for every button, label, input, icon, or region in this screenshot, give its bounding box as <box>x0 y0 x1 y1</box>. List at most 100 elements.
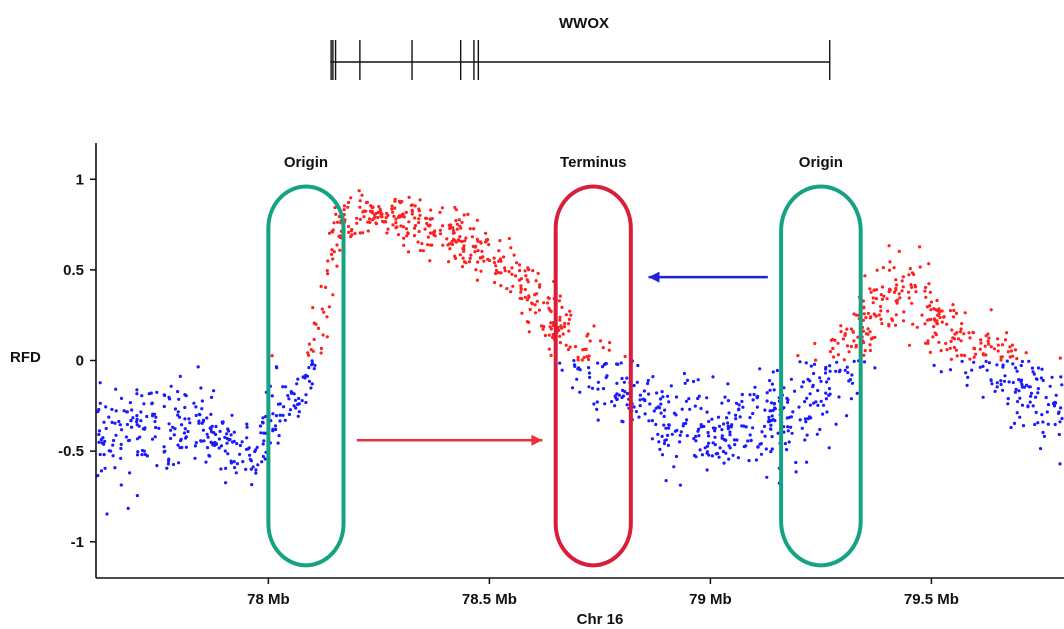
rfd-point <box>996 343 1000 347</box>
rfd-point <box>261 454 265 459</box>
y-axis-label: RFD <box>10 349 41 366</box>
rfd-point <box>1013 390 1018 394</box>
rfd-point <box>674 395 679 399</box>
rfd-point <box>1018 415 1022 419</box>
rfd-point <box>369 204 373 208</box>
rfd-point <box>996 337 1000 341</box>
rfd-point <box>103 439 107 443</box>
rfd-point <box>1014 387 1018 391</box>
rfd-point <box>948 346 952 350</box>
terminus-region-label: Terminus <box>560 154 626 171</box>
rfd-point <box>836 353 841 357</box>
rfd-point <box>455 222 459 226</box>
rfd-point <box>682 371 687 376</box>
rfd-point <box>135 494 139 498</box>
rfd-point <box>250 483 254 487</box>
rfd-point <box>828 392 832 396</box>
rfd-point <box>803 417 808 421</box>
rfd-point <box>995 385 999 389</box>
rfd-point <box>374 211 378 215</box>
rfd-point <box>98 401 102 405</box>
rfd-point <box>281 413 285 417</box>
rfd-point <box>793 389 797 393</box>
rfd-point <box>248 453 252 457</box>
rfd-point <box>667 400 671 404</box>
rfd-point <box>570 386 575 390</box>
rfd-point <box>166 462 170 466</box>
rfd-point <box>199 386 203 390</box>
rfd-point <box>735 438 739 442</box>
rfd-point <box>494 268 499 273</box>
rfd-point <box>971 330 975 334</box>
rfd-point <box>740 424 744 428</box>
rfd-point <box>297 410 301 414</box>
rfd-point <box>902 310 906 314</box>
rfd-point <box>854 345 858 349</box>
rfd-point <box>453 205 457 210</box>
rfd-point <box>952 308 956 313</box>
rfd-point <box>469 253 473 257</box>
rfd-point <box>767 418 771 422</box>
rfd-point <box>769 450 773 454</box>
rfd-point <box>367 217 372 221</box>
rfd-point <box>549 321 553 325</box>
rfd-point <box>560 305 564 309</box>
rfd-point <box>707 453 711 457</box>
rfd-point <box>541 327 545 331</box>
rfd-point <box>536 271 540 275</box>
rfd-point <box>325 315 329 319</box>
rfd-point <box>402 236 406 240</box>
rfd-point <box>254 471 258 475</box>
rfd-point <box>1005 331 1009 335</box>
rfd-point <box>188 421 192 425</box>
rfd-point <box>394 217 398 221</box>
rfd-point <box>1020 359 1024 364</box>
rfd-point <box>165 466 169 470</box>
rfd-point <box>487 258 492 263</box>
rfd-point <box>1036 366 1041 370</box>
rfd-point <box>346 224 351 229</box>
rfd-point <box>441 224 445 228</box>
rfd-point <box>557 299 562 303</box>
rfd-point <box>251 465 255 469</box>
rfd-point <box>281 385 285 389</box>
rfd-point <box>999 358 1003 362</box>
rfd-point <box>800 385 804 389</box>
rfd-point <box>604 361 608 366</box>
rfd-point <box>845 414 849 418</box>
rfd-point <box>737 407 741 411</box>
rfd-point <box>316 326 321 330</box>
rfd-point <box>643 399 647 403</box>
rfd-point <box>527 330 531 334</box>
rfd-point <box>981 364 985 368</box>
rfd-point <box>837 395 841 399</box>
rfd-point <box>727 444 731 448</box>
rfd-point <box>296 402 300 407</box>
rfd-point <box>466 212 470 216</box>
rfd-point <box>102 420 106 424</box>
rfd-point <box>654 406 658 410</box>
rfd-point <box>724 451 728 455</box>
rfd-point <box>613 394 617 398</box>
rfd-point <box>818 376 822 380</box>
rfd-point <box>979 338 983 342</box>
rfd-point <box>547 296 551 300</box>
rfd-point <box>900 289 904 293</box>
rfd-point <box>192 401 196 405</box>
rfd-point <box>98 381 102 385</box>
rfd-point <box>494 264 498 268</box>
rfd-point <box>448 247 452 251</box>
rfd-point <box>109 449 113 453</box>
rfd-point <box>366 229 370 233</box>
rfd-point <box>476 239 480 243</box>
rfd-point <box>663 439 667 443</box>
rfd-point <box>679 430 683 434</box>
y-tick-label: -0.5 <box>58 443 84 460</box>
rfd-point <box>473 250 477 254</box>
rfd-point <box>480 249 484 253</box>
rfd-point <box>803 438 807 442</box>
rfd-point <box>699 406 703 411</box>
rfd-point <box>320 307 324 311</box>
rfd-point <box>935 319 939 323</box>
rfd-point <box>231 440 235 444</box>
